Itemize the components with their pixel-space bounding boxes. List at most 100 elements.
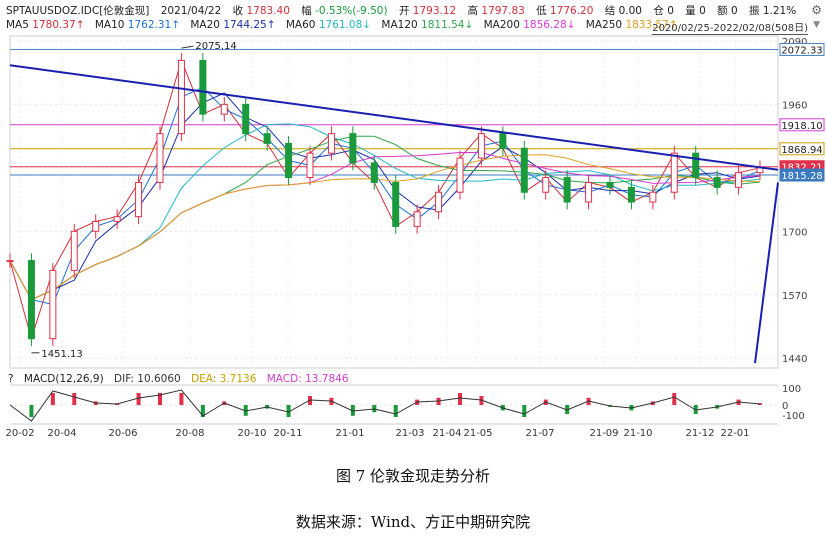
change-label: 幅 (301, 5, 312, 17)
x-tick-label: 21-05 (463, 428, 492, 439)
source-caption: 数据来源：Wind、方正中期研究院 (295, 513, 531, 531)
ma250-value: 1833.57↑ (625, 19, 678, 31)
x-tick-label: 22-01 (720, 428, 749, 439)
ma200-value: 1856.28↓ (523, 19, 576, 31)
change-value: -0.53%(-9.50) (315, 5, 388, 17)
ma-line-ma5 (9, 58, 761, 341)
plot-frame (9, 35, 779, 369)
x-tick-label: 21-03 (395, 428, 424, 439)
chevron-down-icon[interactable]: ▼ (813, 20, 820, 30)
macd-bar (243, 405, 248, 416)
open-value: 1793.12 (412, 5, 457, 17)
macd-dea: DEA: 3.7136 (191, 373, 257, 385)
macd-bar (200, 405, 205, 417)
high-marker (181, 45, 194, 49)
x-tick-label: 21-10 (623, 428, 652, 439)
extreme-low-label: 1451.13 (41, 349, 82, 360)
date-range[interactable]: 2020/02/25-2022/02/08(508日) (652, 19, 808, 35)
candle-body (499, 133, 507, 149)
candle-body (370, 162, 378, 183)
amt-value: 0 (730, 5, 738, 17)
candle-body (735, 172, 743, 188)
macd-bar (350, 405, 355, 416)
candle-body (92, 221, 100, 232)
extreme-high-label: 2075.14 (195, 41, 236, 52)
vol-label: 量 (685, 5, 696, 17)
candle-body (520, 147, 528, 193)
settle-field: 结 0.00 (605, 5, 642, 17)
macd-bar (50, 393, 55, 405)
vol-field: 量 0 (685, 5, 706, 17)
x-tick-label: 21-09 (589, 428, 618, 439)
help-icon[interactable]: ? (8, 373, 14, 385)
candle-body (27, 260, 35, 340)
ma200-label: MA200 (483, 19, 520, 31)
amt-field: 额 0 (717, 5, 738, 17)
candle-body (692, 152, 700, 179)
amp-value: 1.21% (762, 5, 797, 17)
y-tick-label: 1440 (782, 354, 807, 365)
x-tick-label: 20-11 (273, 428, 302, 439)
candle-body (413, 211, 421, 227)
candle-body (670, 152, 678, 193)
candle-body (606, 181, 614, 188)
gear-icon[interactable]: ⚙ (811, 3, 822, 17)
close-label: 收 (232, 5, 244, 17)
ma120-label: MA120 (381, 19, 418, 31)
x-tick-label: 20-04 (47, 428, 76, 439)
ma120-value: 1811.54↓ (421, 19, 474, 31)
macd-bar (672, 393, 677, 405)
ma-line-ma20 (9, 92, 761, 301)
price-mark-label: 1918.10 (781, 121, 822, 132)
candle-body (327, 133, 335, 154)
candle-body (220, 103, 228, 115)
ma60-value: 1761.08↓ (318, 19, 372, 31)
price-mark-badge (779, 118, 825, 132)
ma60-label: MA60 (285, 19, 316, 31)
candle-body (392, 181, 400, 227)
macd-dif: DIF: 10.6060 (114, 373, 181, 385)
macd-dif-line (9, 389, 761, 422)
close-value: 1783.40 (246, 5, 290, 17)
price-mark-label: 2072.33 (781, 46, 822, 57)
ma-line-ma10 (9, 86, 761, 306)
macd-bar (393, 405, 398, 417)
candle-body (263, 133, 271, 144)
candle-body (113, 216, 121, 223)
macd-bar (458, 393, 462, 405)
price-mark-label: 1815.28 (781, 171, 822, 182)
pos-label: 仓 (653, 5, 664, 17)
candle-body (456, 157, 464, 193)
candle-body (627, 186, 635, 203)
ma10-label: MA10 (94, 19, 125, 31)
x-tick-label: 21-04 (432, 428, 461, 439)
amp-label: 振 (748, 5, 760, 17)
x-tick-label: 20-08 (175, 428, 204, 439)
candle-body (199, 59, 207, 115)
ma10: MA10 1762.31↑ (95, 19, 180, 31)
macd-name: MACD(12,26,9) (23, 373, 104, 385)
candle-body (349, 133, 357, 164)
vol-value: 0 (699, 5, 706, 17)
macd-bar (158, 393, 162, 405)
macd-bar (522, 405, 527, 417)
candle-body (49, 269, 57, 340)
ma20-label: MA20 (190, 19, 220, 31)
macd-bar (136, 393, 141, 405)
figure-caption: 图 7 伦敦金现走势分析 (335, 467, 491, 485)
ma250: MA250 1833.57↑ (586, 19, 678, 31)
ma5-label: MA5 (6, 19, 29, 31)
candle-body (285, 142, 293, 179)
low-value: 1776.20 (550, 5, 594, 17)
low-label: 低 (536, 5, 547, 17)
price-mark-label: 1868.94 (781, 145, 822, 156)
upper-trendline (9, 64, 779, 171)
candle-body (542, 177, 550, 193)
ma20: MA20 1744.25↑ (190, 19, 275, 31)
ma200: MA200 1856.28↓ (484, 19, 576, 31)
y-tick-label: 2090 (782, 37, 807, 48)
price-mark-badge (779, 43, 825, 57)
macd-value: MACD: 13.7846 (266, 373, 349, 385)
ma20-value: 1744.25↑ (223, 19, 276, 31)
y-tick-label: 1960 (782, 100, 807, 111)
